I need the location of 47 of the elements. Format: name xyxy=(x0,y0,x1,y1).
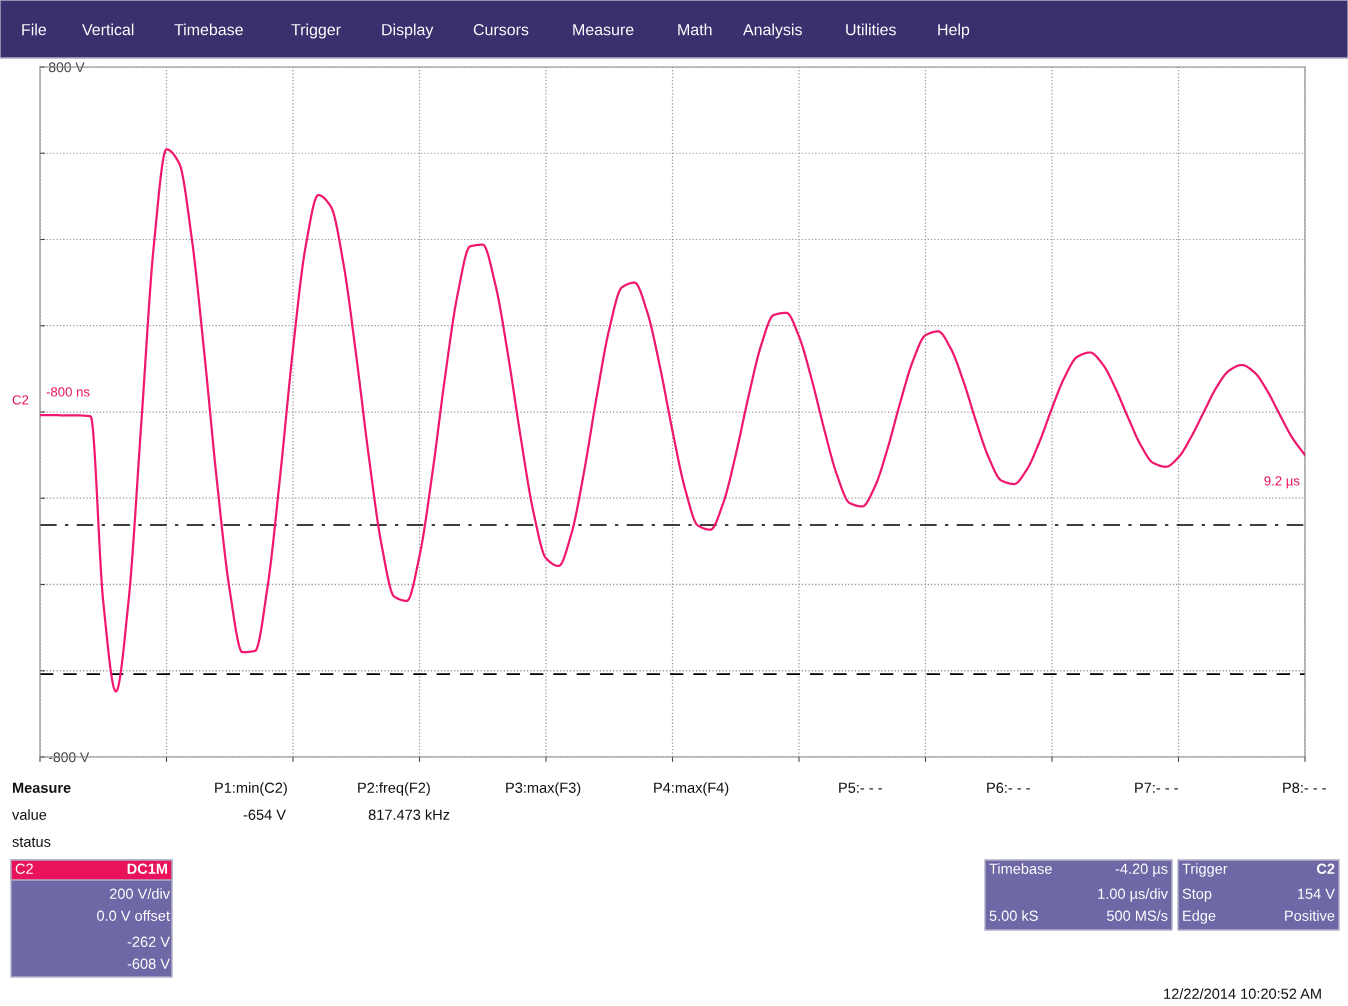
text: value xyxy=(12,809,47,820)
text: -262 V xyxy=(127,936,170,947)
text: Trigger xyxy=(291,23,341,39)
y-tick-label: 800 V xyxy=(48,62,85,73)
text: Analysis xyxy=(743,23,802,39)
text: Vertical xyxy=(82,23,134,36)
text: P5:- - - xyxy=(839,782,882,793)
text: 5.00 kS xyxy=(989,910,1038,921)
text: P7:- - - xyxy=(1135,782,1178,793)
text: Cursors xyxy=(473,23,529,36)
text: C2 xyxy=(12,395,29,405)
text: Measure xyxy=(12,782,71,793)
text: -608 V xyxy=(127,958,170,969)
text: 200 V/div xyxy=(109,888,170,899)
text: Utilities xyxy=(846,23,896,36)
text: Display xyxy=(382,23,434,39)
text: 12/22/2014 10:20:52 AM xyxy=(1164,988,1321,999)
text: P6:- - - xyxy=(987,782,1030,793)
text: C2 xyxy=(15,863,33,874)
text: Math xyxy=(678,23,712,36)
text: 154 V xyxy=(1298,888,1335,899)
text: 0.0 V offset xyxy=(97,910,170,921)
annotation: -800 ns xyxy=(46,387,90,397)
text: Edge xyxy=(1183,910,1216,924)
text: -654 V xyxy=(243,809,286,820)
text: P4:max(F4) xyxy=(654,782,729,796)
text: -4.20 µs xyxy=(1115,863,1168,877)
text: P1:min(C2) xyxy=(215,782,287,796)
annotation: 9.2 µs xyxy=(1264,476,1300,489)
y-tick-label: -800 V xyxy=(48,752,90,763)
text: Timebase xyxy=(989,863,1052,874)
text: status xyxy=(12,837,51,847)
text: Measure xyxy=(573,24,634,36)
text: Stop xyxy=(1182,888,1212,902)
text: C2 xyxy=(1316,863,1335,874)
text: DC1M xyxy=(127,863,168,874)
text: 817.473 kHz xyxy=(368,809,450,820)
text: Timebase xyxy=(174,23,243,36)
text: Help xyxy=(938,23,970,39)
text: P2:freq(F2) xyxy=(358,782,430,796)
text: 1.00 µs/div xyxy=(1098,888,1168,902)
text: File xyxy=(22,23,47,36)
text: Trigger xyxy=(1182,863,1228,877)
text: P3:max(F3) xyxy=(506,782,581,796)
text: 500 MS/s xyxy=(1106,910,1168,921)
text: Positive xyxy=(1285,910,1335,921)
text: P8:- - - xyxy=(1283,782,1326,793)
